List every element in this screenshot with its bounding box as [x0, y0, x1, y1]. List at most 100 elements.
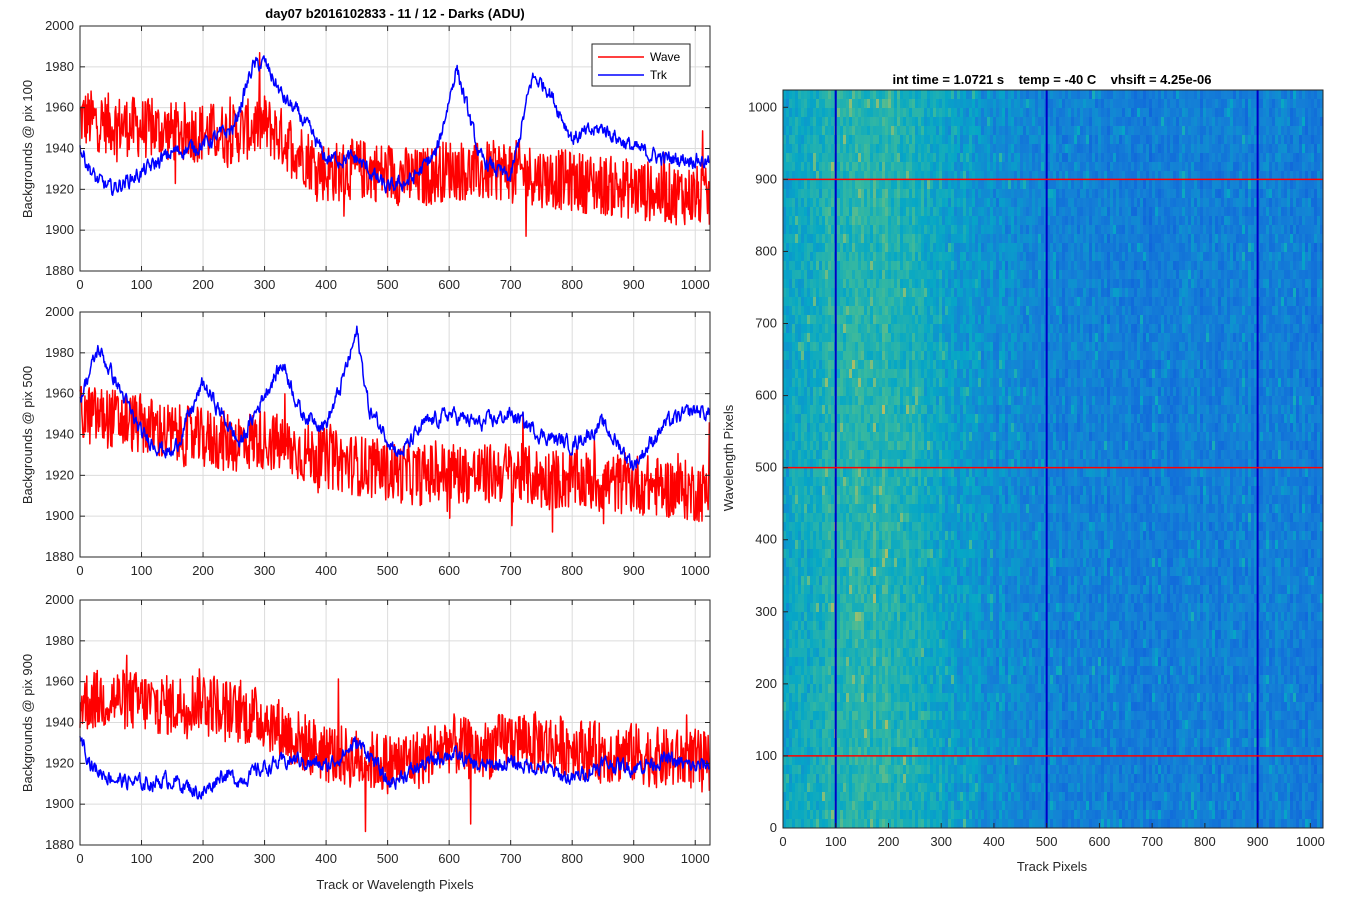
heatmap-cell — [888, 144, 892, 154]
heatmap-cell — [783, 468, 787, 478]
heatmap-cell — [852, 459, 856, 469]
heatmap-cell — [858, 369, 862, 379]
heatmap-cell — [867, 360, 871, 370]
heatmap-cell — [879, 801, 883, 811]
heatmap-cell — [849, 297, 853, 307]
heatmap-cell — [912, 153, 916, 163]
heatmap-cell — [885, 747, 889, 757]
heatmap-cell — [939, 279, 943, 289]
heatmap-cell — [945, 189, 949, 199]
heatmap-cell — [813, 324, 817, 334]
heatmap-cell — [849, 684, 853, 694]
heatmap-cell — [930, 225, 934, 235]
heatmap-cell — [921, 288, 925, 298]
heatmap-cell — [921, 738, 925, 748]
heatmap-cell — [816, 315, 820, 325]
heatmap-cell — [786, 504, 790, 514]
heatmap-cell — [885, 333, 889, 343]
heatmap-cell — [924, 756, 928, 766]
heatmap-cell — [897, 774, 901, 784]
heatmap-cell — [786, 432, 790, 442]
heatmap-cell — [918, 252, 922, 262]
heatmap-cell — [849, 693, 853, 703]
heatmap-cell — [870, 234, 874, 244]
heatmap-cell — [924, 261, 928, 271]
heatmap-cell — [921, 126, 925, 136]
heatmap-cell — [942, 594, 946, 604]
heatmap-cell — [822, 738, 826, 748]
heatmap-cell — [894, 306, 898, 316]
heatmap-cell — [948, 288, 952, 298]
heatmap-cell — [927, 279, 931, 289]
heatmap-cell — [894, 531, 898, 541]
heatmap-cell — [882, 117, 886, 127]
heatmap-cell — [948, 378, 952, 388]
heatmap-cell — [867, 711, 871, 721]
heatmap-cell — [831, 531, 835, 541]
heatmap-cell — [792, 135, 796, 145]
heatmap-cell — [918, 486, 922, 496]
heatmap-cell — [831, 738, 835, 748]
heatmap-cell — [909, 162, 913, 172]
heatmap-cell — [879, 675, 883, 685]
heatmap-cell — [840, 126, 844, 136]
heatmap-cell — [873, 234, 877, 244]
heatmap-cell — [828, 612, 832, 622]
heatmap-cell — [798, 288, 802, 298]
heatmap-cell — [867, 675, 871, 685]
heatmap-cell — [924, 468, 928, 478]
heatmap-cell — [825, 270, 829, 280]
heatmap-cell — [933, 729, 937, 739]
heatmap-cell — [885, 459, 889, 469]
y-tick-label: 1900 — [45, 222, 74, 237]
heatmap-cell — [816, 288, 820, 298]
heatmap-cell — [927, 153, 931, 163]
heatmap-cell — [909, 720, 913, 730]
heatmap-cell — [924, 783, 928, 793]
heatmap-cell — [822, 135, 826, 145]
heatmap-cell — [828, 459, 832, 469]
heatmap-cell — [909, 783, 913, 793]
heatmap-cell — [870, 756, 874, 766]
heatmap-cell — [948, 351, 952, 361]
heatmap-cell — [849, 540, 853, 550]
heatmap-cell — [915, 171, 919, 181]
heatmap-cell — [900, 648, 904, 658]
heatmap-cell — [852, 567, 856, 577]
heatmap-cell — [879, 171, 883, 181]
heatmap-cell — [795, 702, 799, 712]
heatmap-cell — [954, 297, 958, 307]
heatmap-cell — [924, 189, 928, 199]
heatmap-cell — [873, 756, 877, 766]
heatmap-cell — [921, 117, 925, 127]
heatmap-cell — [927, 243, 931, 253]
heatmap-cell — [879, 405, 883, 415]
heatmap-cell — [846, 576, 850, 586]
heatmap-cell — [876, 189, 880, 199]
heatmap-cell — [789, 684, 793, 694]
heatmap-cell — [912, 648, 916, 658]
heatmap-cell — [831, 414, 835, 424]
heatmap-cell — [792, 756, 796, 766]
heatmap-cell — [906, 567, 910, 577]
heatmap-cell — [921, 189, 925, 199]
heatmap-cell — [912, 549, 916, 559]
heatmap-cell — [795, 117, 799, 127]
x-tick-label: 600 — [438, 277, 460, 292]
heatmap-cell — [861, 216, 865, 226]
heatmap-cell — [912, 288, 916, 298]
heatmap-cell — [948, 162, 952, 172]
heatmap-cell — [939, 450, 943, 460]
heatmap-cell — [918, 171, 922, 181]
heatmap-cell — [858, 324, 862, 334]
heatmap-cell — [819, 558, 823, 568]
heatmap-cell — [876, 450, 880, 460]
heatmap-cell — [888, 387, 892, 397]
heatmap-cell — [927, 630, 931, 640]
heatmap-cell — [930, 171, 934, 181]
heatmap-cell — [783, 486, 787, 496]
heatmap-cell — [840, 702, 844, 712]
heatmap-cell — [852, 288, 856, 298]
heatmap-cell — [843, 603, 847, 613]
heatmap-cell — [864, 774, 868, 784]
